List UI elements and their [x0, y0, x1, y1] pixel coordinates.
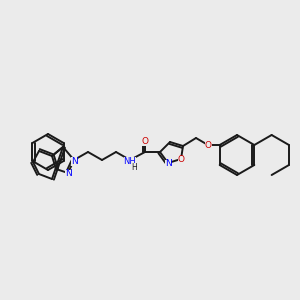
Text: O: O [142, 136, 148, 146]
Text: N: N [64, 169, 71, 178]
Text: H: H [131, 163, 137, 172]
Text: N: N [70, 157, 77, 166]
Text: NH: NH [124, 157, 136, 166]
Text: N: N [165, 160, 171, 169]
Text: O: O [178, 155, 184, 164]
Text: O: O [205, 142, 212, 151]
